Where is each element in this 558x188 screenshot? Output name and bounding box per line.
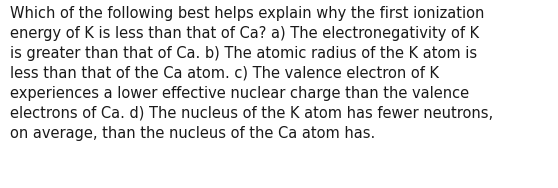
Text: Which of the following best helps explain why the first ionization
energy of K i: Which of the following best helps explai… (10, 6, 493, 141)
